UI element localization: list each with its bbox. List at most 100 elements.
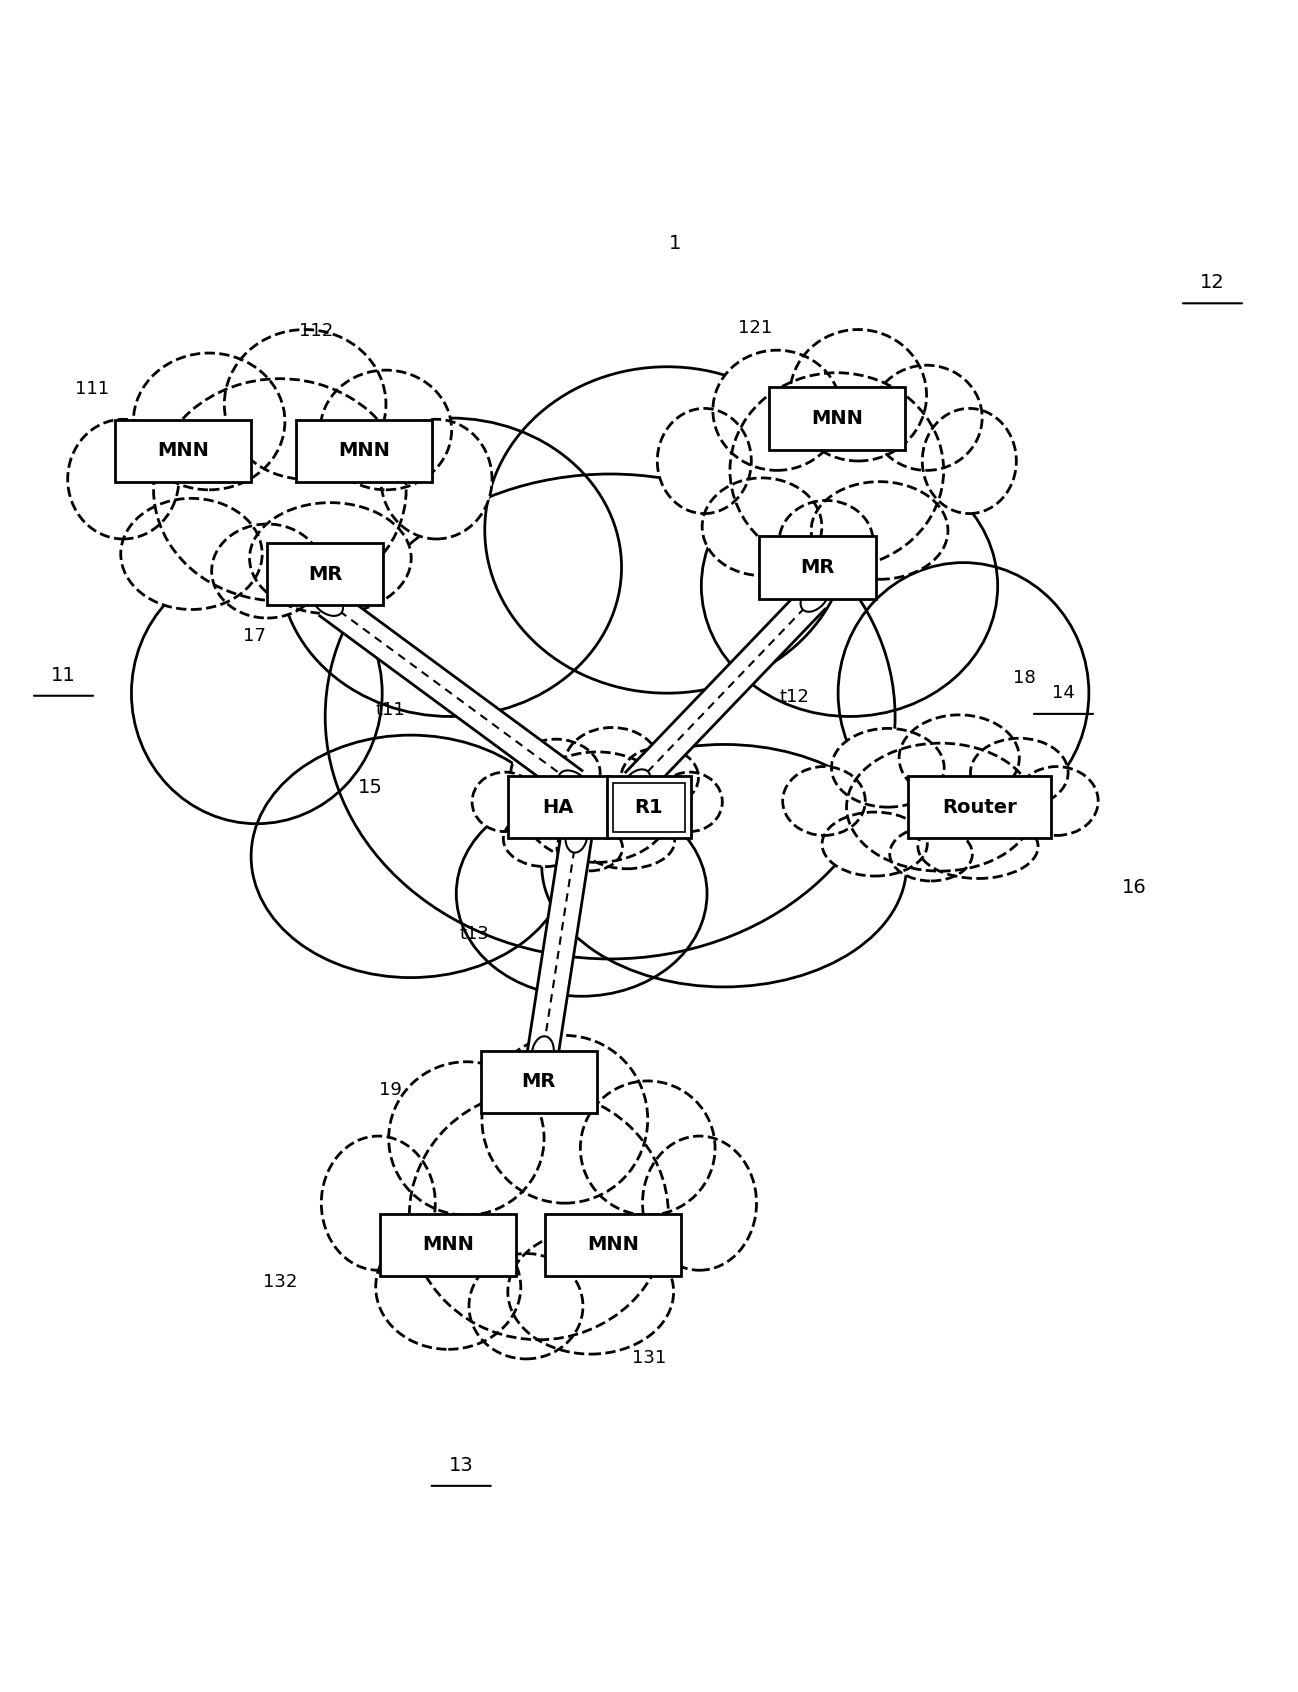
Ellipse shape xyxy=(839,563,1089,824)
Ellipse shape xyxy=(532,1036,554,1071)
Text: 11: 11 xyxy=(51,665,77,685)
Polygon shape xyxy=(318,591,583,797)
Text: t12: t12 xyxy=(779,689,809,706)
Ellipse shape xyxy=(472,772,537,831)
Ellipse shape xyxy=(469,1254,583,1359)
Ellipse shape xyxy=(523,751,671,863)
Ellipse shape xyxy=(225,330,386,479)
Text: R1: R1 xyxy=(635,797,663,817)
Ellipse shape xyxy=(579,814,675,868)
Text: t11: t11 xyxy=(375,700,405,719)
Text: t13: t13 xyxy=(459,926,489,942)
Ellipse shape xyxy=(657,408,752,514)
FancyBboxPatch shape xyxy=(909,777,1050,838)
Text: 1: 1 xyxy=(668,233,681,254)
Text: 12: 12 xyxy=(1201,272,1225,293)
Ellipse shape xyxy=(889,827,972,882)
Ellipse shape xyxy=(121,499,262,609)
Ellipse shape xyxy=(789,330,927,460)
FancyBboxPatch shape xyxy=(267,543,383,606)
FancyBboxPatch shape xyxy=(759,536,876,599)
Text: Router: Router xyxy=(942,797,1016,817)
Ellipse shape xyxy=(1015,766,1098,836)
Ellipse shape xyxy=(557,824,623,871)
Ellipse shape xyxy=(484,367,849,694)
Ellipse shape xyxy=(971,738,1068,807)
Text: MR: MR xyxy=(522,1073,556,1091)
Text: 15: 15 xyxy=(358,778,383,797)
Ellipse shape xyxy=(511,739,600,807)
Text: MNN: MNN xyxy=(337,442,389,460)
Polygon shape xyxy=(527,832,592,1056)
FancyBboxPatch shape xyxy=(296,420,432,482)
Text: 16: 16 xyxy=(1123,878,1147,897)
Ellipse shape xyxy=(380,420,492,540)
Ellipse shape xyxy=(558,770,589,797)
Ellipse shape xyxy=(580,1081,715,1215)
Ellipse shape xyxy=(643,1135,757,1271)
Text: MNN: MNN xyxy=(587,1235,639,1254)
Ellipse shape xyxy=(249,503,411,614)
Ellipse shape xyxy=(783,766,866,836)
Text: MNN: MNN xyxy=(422,1235,474,1254)
Ellipse shape xyxy=(918,814,1038,878)
Ellipse shape xyxy=(388,1063,544,1215)
Ellipse shape xyxy=(251,734,570,978)
Text: MR: MR xyxy=(800,558,835,577)
Ellipse shape xyxy=(622,770,650,799)
FancyBboxPatch shape xyxy=(480,1051,597,1113)
Text: MR: MR xyxy=(308,565,343,584)
FancyBboxPatch shape xyxy=(545,1213,680,1276)
Ellipse shape xyxy=(279,418,622,716)
Ellipse shape xyxy=(832,728,944,807)
Text: 111: 111 xyxy=(75,379,109,398)
Text: HA: HA xyxy=(543,797,574,817)
Ellipse shape xyxy=(657,772,722,831)
Ellipse shape xyxy=(565,728,659,802)
Ellipse shape xyxy=(566,819,588,853)
Ellipse shape xyxy=(508,1230,674,1354)
Ellipse shape xyxy=(871,365,983,470)
Text: MNN: MNN xyxy=(811,409,863,428)
Text: 18: 18 xyxy=(1014,668,1036,687)
Ellipse shape xyxy=(811,482,948,579)
FancyBboxPatch shape xyxy=(768,387,905,450)
Ellipse shape xyxy=(846,743,1035,871)
Ellipse shape xyxy=(779,501,874,584)
Ellipse shape xyxy=(322,1135,435,1271)
Text: 14: 14 xyxy=(1053,684,1075,702)
Ellipse shape xyxy=(541,744,906,986)
Text: 17: 17 xyxy=(243,628,265,645)
Ellipse shape xyxy=(153,379,406,601)
Text: 132: 132 xyxy=(262,1274,297,1291)
Ellipse shape xyxy=(457,792,707,997)
Ellipse shape xyxy=(313,589,343,616)
Ellipse shape xyxy=(620,748,698,807)
Ellipse shape xyxy=(67,420,179,540)
Ellipse shape xyxy=(409,1091,668,1340)
FancyBboxPatch shape xyxy=(114,420,251,482)
Ellipse shape xyxy=(212,525,323,618)
Ellipse shape xyxy=(321,371,452,489)
Ellipse shape xyxy=(482,1036,648,1203)
Ellipse shape xyxy=(134,354,286,489)
Text: 13: 13 xyxy=(449,1455,474,1475)
Ellipse shape xyxy=(713,350,841,470)
Ellipse shape xyxy=(326,474,896,959)
Text: 112: 112 xyxy=(299,321,334,340)
Text: 19: 19 xyxy=(379,1081,401,1098)
Ellipse shape xyxy=(900,714,1019,800)
Ellipse shape xyxy=(923,408,1016,514)
Ellipse shape xyxy=(375,1225,520,1349)
Polygon shape xyxy=(624,587,826,795)
Text: 131: 131 xyxy=(632,1349,666,1367)
Ellipse shape xyxy=(131,563,382,824)
Text: 121: 121 xyxy=(739,318,772,337)
FancyBboxPatch shape xyxy=(607,777,691,838)
Ellipse shape xyxy=(504,812,587,866)
FancyBboxPatch shape xyxy=(508,777,609,838)
Ellipse shape xyxy=(701,455,998,716)
FancyBboxPatch shape xyxy=(380,1213,517,1276)
Ellipse shape xyxy=(702,477,822,575)
Ellipse shape xyxy=(822,812,927,876)
